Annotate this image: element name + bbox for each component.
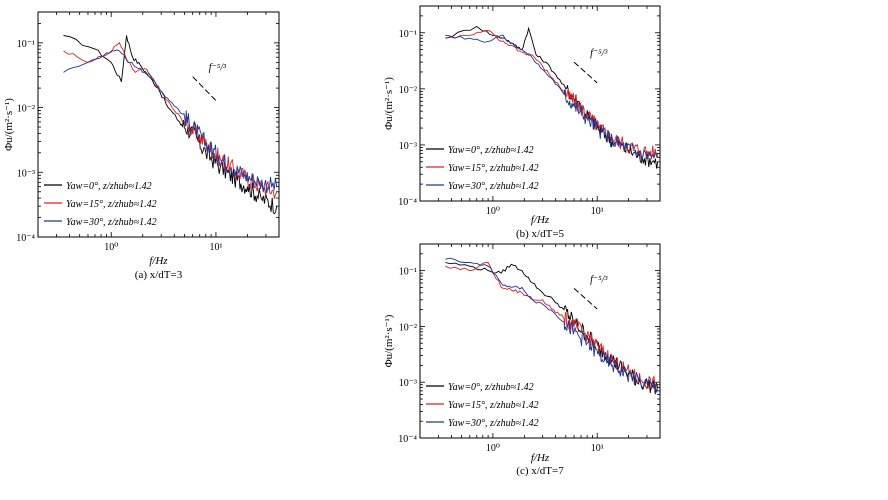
panel-caption: (b) x/dT=5 — [516, 228, 565, 240]
y-tick-label: 10⁻² — [399, 322, 417, 333]
plot-frame — [419, 5, 661, 202]
x-tick-label: 10⁰ — [104, 242, 118, 253]
y-tick-label: 10⁻⁴ — [398, 197, 417, 208]
series-line-yaw30 — [445, 34, 659, 161]
legend-entry: Yaw=30°, z/zhub≈1.42 — [66, 217, 157, 228]
y-axis-label: Φu/(m²·s⁻¹) — [3, 98, 15, 151]
y-tick-label: 10⁻⁴ — [398, 434, 417, 445]
x-tick-label: 10⁰ — [486, 443, 500, 454]
slope-reference-line — [573, 61, 598, 84]
y-tick-label: 10⁻³ — [399, 141, 417, 152]
series-line-yaw0 — [445, 262, 659, 395]
x-tick-label: 10¹ — [591, 206, 604, 217]
legend-entry: Yaw=0°, z/zhub≈1.42 — [66, 181, 152, 192]
chart-panel-b: 10⁰ 10¹ 10⁻¹ 10⁻² 10⁻³ 10⁻⁴ f⁻⁵/³ f/Hz Φu/(m²·s⁻… — [383, 5, 661, 240]
slope-annotation: f⁻⁵/³ — [590, 48, 608, 59]
slope-annotation: f⁻⁵/³ — [209, 63, 227, 74]
legend-entry: Yaw=30°, z/zhub≈1.42 — [448, 418, 539, 429]
panel-caption: (c) x/dT=7 — [516, 465, 564, 477]
legend-entry: Yaw=30°, z/zhub≈1.42 — [448, 181, 539, 192]
legend-entry: Yaw=15°, z/zhub≈1.42 — [448, 163, 539, 174]
x-axis-label: f/Hz — [149, 255, 168, 267]
x-axis-label: f/Hz — [531, 452, 550, 464]
y-tick-label: 10⁻⁴ — [16, 233, 35, 244]
legend-entry: Yaw=15°, z/zhub≈1.42 — [66, 199, 157, 210]
series-line-yaw30 — [63, 49, 278, 193]
y-axis-label: Φu/(m²·s⁻¹) — [383, 314, 395, 367]
slope-reference-line — [573, 288, 598, 310]
x-tick-label: 10⁰ — [486, 206, 500, 217]
chart-panel-a: 10⁰ 10¹ 10⁻¹ 10⁻² 10⁻³ 10⁻⁴ f⁻⁵/³ f/Hz Φu/(m²·s⁻… — [3, 11, 280, 281]
y-tick-label: 10⁻³ — [399, 378, 417, 389]
x-axis-label: f/Hz — [531, 214, 550, 226]
legend-entry: Yaw=0°, z/zhub≈1.42 — [448, 382, 534, 393]
slope-annotation: f⁻⁵/³ — [590, 274, 608, 285]
legend-entry: Yaw=15°, z/zhub≈1.42 — [448, 400, 539, 411]
y-tick-label: 10⁻² — [17, 104, 35, 115]
panel-caption: (a) x/dT=3 — [135, 269, 183, 281]
chart-panel-c: 10⁰ 10¹ 10⁻¹ 10⁻² 10⁻³ 10⁻⁴ f⁻⁵/³ f/Hz Φu/(m²·s⁻… — [383, 243, 661, 477]
y-axis-label: Φu/(m²·s⁻¹) — [383, 77, 395, 130]
x-tick-label: 10¹ — [209, 242, 222, 253]
legend-entry: Yaw=0°, z/zhub≈1.42 — [448, 145, 534, 156]
series-line-yaw15 — [445, 262, 658, 391]
slope-reference-line — [192, 76, 217, 101]
series-line-yaw30 — [445, 257, 659, 393]
y-tick-label: 10⁻¹ — [399, 29, 417, 40]
series-line-yaw15 — [445, 29, 659, 160]
y-tick-label: 10⁻³ — [17, 168, 35, 179]
x-tick-label: 10¹ — [591, 443, 604, 454]
plot-frame — [37, 11, 280, 238]
y-tick-label: 10⁻¹ — [17, 39, 35, 50]
series-line-yaw0 — [63, 35, 278, 215]
y-tick-label: 10⁻² — [399, 85, 417, 96]
plot-frame — [419, 243, 661, 439]
y-tick-label: 10⁻¹ — [399, 267, 417, 278]
